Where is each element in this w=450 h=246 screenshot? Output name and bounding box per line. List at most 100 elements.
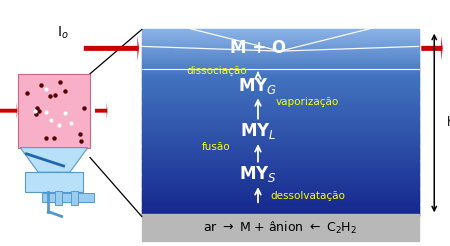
Bar — [55, 191, 62, 205]
Bar — [142, 137, 418, 140]
Bar — [142, 47, 418, 50]
Bar — [142, 132, 418, 134]
Bar — [142, 210, 418, 213]
Bar — [142, 204, 418, 207]
Bar — [142, 152, 418, 155]
Bar — [142, 40, 418, 43]
Bar — [142, 77, 418, 80]
Bar — [142, 184, 418, 186]
Text: MY$_L$: MY$_L$ — [240, 122, 276, 141]
Bar — [142, 51, 418, 54]
Bar — [142, 135, 418, 138]
Bar — [42, 193, 94, 202]
Bar — [142, 162, 418, 164]
Bar — [142, 139, 418, 142]
Bar — [142, 46, 418, 48]
Bar — [142, 117, 418, 119]
Bar — [142, 190, 418, 192]
Bar — [142, 76, 418, 78]
Bar — [142, 64, 418, 67]
Polygon shape — [20, 148, 88, 172]
Bar — [142, 128, 418, 130]
Bar — [142, 31, 418, 33]
Bar — [142, 106, 418, 108]
Text: dissociação: dissociação — [186, 66, 247, 76]
Bar — [142, 87, 418, 89]
Bar — [142, 206, 418, 209]
Text: fusão: fusão — [202, 142, 231, 152]
Bar — [142, 119, 418, 121]
Bar — [142, 130, 418, 132]
Bar — [142, 98, 418, 101]
Bar — [142, 92, 418, 95]
Bar — [25, 172, 83, 192]
Bar — [142, 81, 418, 84]
Bar — [142, 115, 418, 117]
Bar — [142, 176, 418, 179]
Bar — [142, 175, 418, 177]
Bar — [142, 36, 418, 39]
Bar — [142, 197, 418, 200]
Bar — [142, 188, 418, 190]
Bar — [142, 68, 418, 71]
Bar — [142, 74, 418, 76]
Bar — [142, 62, 418, 65]
Bar — [142, 169, 418, 172]
Bar — [142, 100, 418, 102]
Bar — [142, 208, 418, 211]
Bar — [142, 44, 418, 46]
Bar — [142, 38, 418, 41]
Bar — [142, 111, 418, 114]
Bar — [142, 66, 418, 69]
Bar — [142, 147, 418, 149]
Bar — [142, 191, 418, 194]
Bar — [142, 55, 418, 58]
Bar — [142, 134, 418, 136]
Bar — [142, 32, 418, 35]
Text: ar $\rightarrow$ M + ânion $\leftarrow$ C$_2$H$_2$: ar $\rightarrow$ M + ânion $\leftarrow$ … — [203, 219, 357, 236]
Bar — [142, 59, 418, 61]
Bar — [142, 141, 418, 144]
Text: MY$_G$: MY$_G$ — [238, 76, 278, 96]
Bar — [142, 57, 418, 60]
Bar — [142, 150, 418, 153]
Bar — [142, 83, 418, 86]
Text: M + O: M + O — [230, 39, 286, 57]
Bar — [18, 74, 90, 148]
Bar — [142, 160, 418, 162]
Bar — [142, 171, 418, 173]
Bar — [142, 89, 418, 91]
Bar — [142, 167, 418, 170]
Bar — [142, 195, 418, 198]
Bar — [142, 143, 418, 145]
Bar — [142, 29, 418, 31]
Bar — [142, 70, 418, 73]
Bar — [142, 53, 418, 56]
Bar — [142, 156, 418, 158]
Bar — [142, 102, 418, 104]
Bar — [142, 212, 418, 215]
Text: vaporização: vaporização — [276, 97, 339, 107]
Bar — [142, 124, 418, 127]
Bar — [142, 85, 418, 88]
Bar — [142, 120, 418, 123]
Text: h$_{obs}$: h$_{obs}$ — [446, 115, 450, 131]
Bar — [142, 199, 418, 201]
Text: dessolvatação: dessolvatação — [270, 191, 345, 201]
Bar — [142, 158, 418, 160]
Bar — [142, 107, 418, 110]
Bar — [142, 214, 418, 241]
Bar — [142, 163, 418, 166]
Bar — [142, 109, 418, 112]
Bar — [142, 113, 418, 116]
Bar — [142, 79, 418, 82]
Text: I$_o$: I$_o$ — [57, 24, 69, 41]
Bar — [142, 94, 418, 97]
Bar — [142, 91, 418, 93]
Bar — [142, 173, 418, 175]
Bar — [142, 193, 418, 196]
Bar — [142, 34, 418, 37]
Bar — [142, 145, 418, 147]
Bar — [142, 122, 418, 125]
Bar — [142, 72, 418, 74]
